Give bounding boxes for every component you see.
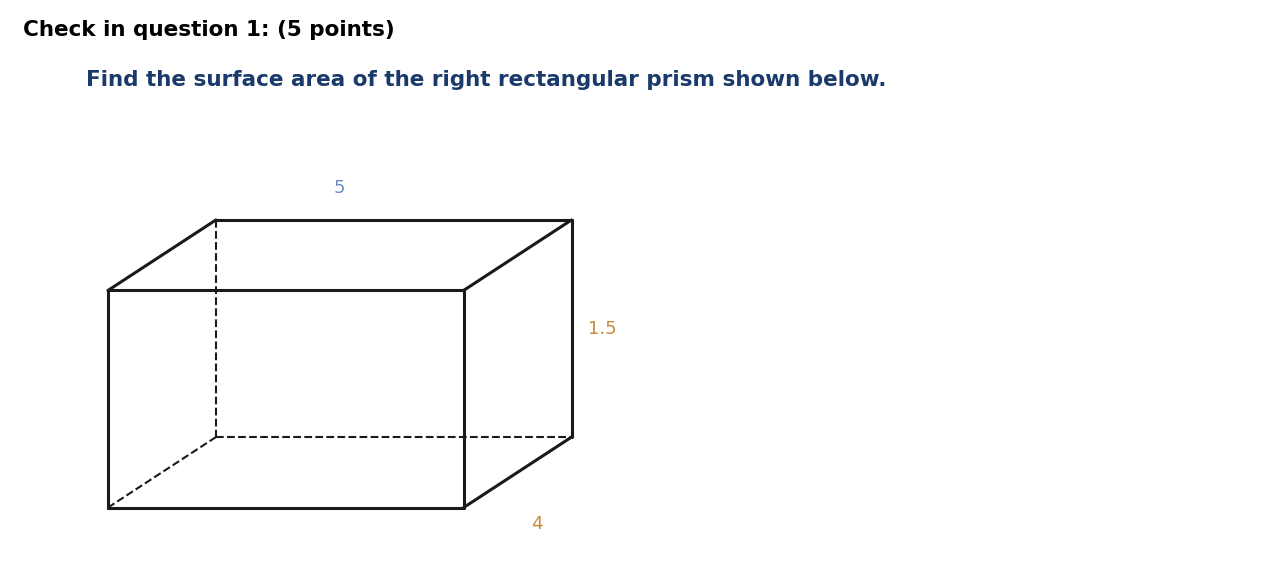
Text: 5: 5 [334,179,345,197]
Text: Find the surface area of the right rectangular prism shown below.: Find the surface area of the right recta… [86,70,886,90]
Text: 4: 4 [531,514,542,532]
Text: Check in question 1: (5 points): Check in question 1: (5 points) [23,20,395,39]
Text: 1.5: 1.5 [588,320,617,337]
